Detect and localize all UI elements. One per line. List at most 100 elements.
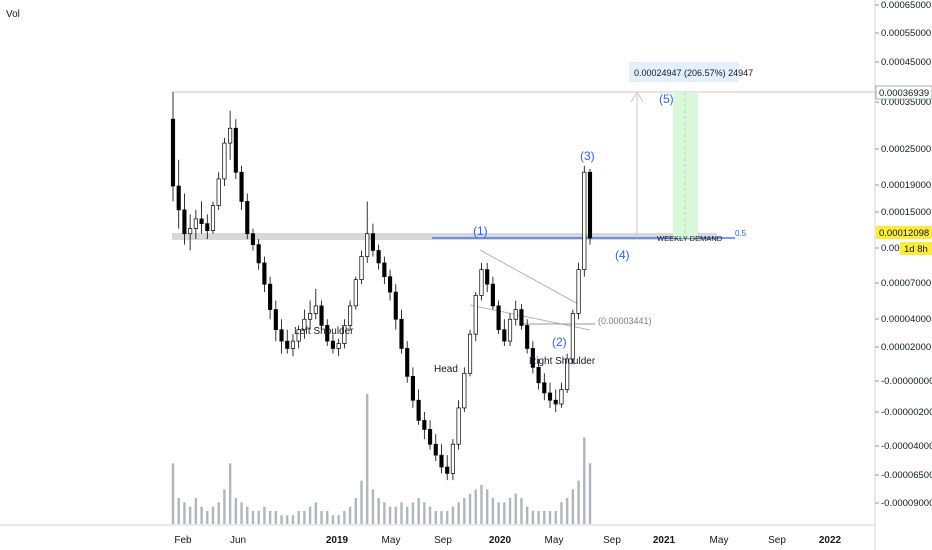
volume-bar [480, 485, 483, 524]
candles [170, 92, 593, 481]
candle [170, 92, 176, 202]
volume-bar [400, 502, 403, 524]
volume-bar [548, 511, 552, 524]
candle [445, 455, 450, 481]
candle-body [542, 382, 547, 394]
candle-body [439, 454, 444, 468]
candle-body [445, 466, 450, 474]
candle-body [262, 262, 267, 285]
time-axis[interactable]: Feb Jun 2019 May Sep 2020 May Sep 2021 May Sep 2022 [174, 535, 841, 546]
candle-body [422, 420, 427, 430]
candle-body [479, 269, 484, 296]
volume-bar [451, 506, 455, 524]
current-price-marker-text: 0.00012098 [879, 228, 929, 239]
candle-body [467, 333, 473, 374]
candle-body [353, 279, 358, 307]
volume-bar [303, 511, 306, 524]
candle [376, 244, 381, 270]
volume-bar [206, 511, 209, 524]
candle-body [519, 309, 524, 326]
volume-bar [514, 493, 517, 524]
volume-bar [508, 498, 512, 524]
volume-bar [560, 502, 563, 524]
candle [462, 367, 467, 412]
volume-bar [411, 502, 415, 524]
volume-bar [468, 493, 472, 524]
wave-label-2: (2) [552, 335, 567, 349]
candle [365, 201, 370, 263]
candle-body [456, 407, 461, 445]
candle [279, 319, 284, 354]
candle-body [285, 340, 290, 349]
candle [199, 201, 204, 234]
wave-label-4: (4) [615, 248, 630, 262]
candle-body [245, 201, 250, 235]
volume-bar [394, 506, 397, 524]
candle [530, 341, 535, 374]
candle-body [525, 325, 530, 349]
volume-bar [440, 511, 443, 524]
volume-bar [371, 489, 375, 524]
volume-bar [331, 515, 335, 524]
support-price-label: (0.00003441) [598, 316, 652, 326]
volume-bar [406, 506, 409, 524]
target-price-marker: 0.00036939 [875, 85, 932, 100]
candle [262, 256, 267, 293]
candle-body [228, 127, 233, 144]
measure-label-bg [629, 62, 739, 82]
candle [348, 300, 353, 330]
candle-body [302, 318, 307, 331]
candle-body [222, 142, 227, 180]
candle-body [239, 171, 244, 202]
candle [296, 325, 301, 349]
candle-body [193, 218, 198, 229]
volume-bar [565, 498, 569, 524]
price-tick-label: 0.00045000 [881, 57, 931, 68]
volume-bar [525, 506, 529, 524]
candle-body [388, 276, 393, 293]
candle [473, 292, 478, 342]
volume-bar [457, 502, 460, 524]
volume-bar [246, 506, 249, 524]
target-price-marker-bg [875, 85, 932, 100]
volume-bar [228, 463, 232, 524]
volume-bar [588, 463, 592, 524]
candle-body [210, 205, 216, 231]
candle [256, 239, 261, 270]
candle-body [530, 348, 535, 368]
candle [467, 329, 473, 377]
candle [336, 338, 341, 357]
volume-bar [543, 511, 546, 524]
candle-body [582, 171, 587, 270]
volume-bar [377, 498, 380, 524]
candle [393, 284, 398, 330]
candle-body [559, 389, 564, 405]
volume-label: Vol [6, 9, 20, 20]
volume-bar [200, 506, 203, 524]
candle [313, 288, 318, 320]
candle-body [290, 340, 296, 349]
volume-bar [194, 498, 198, 524]
candle [547, 382, 553, 408]
volume-bar [417, 498, 420, 524]
volume-bar [520, 498, 523, 524]
candle-body [370, 233, 375, 251]
right-shoulder-label: Right Shoulder [529, 356, 596, 367]
time-tick-label: Sep [768, 535, 786, 546]
volume-bar [263, 506, 266, 524]
candle-body [325, 325, 330, 342]
candle-body [365, 233, 370, 257]
candle [182, 193, 187, 245]
candle-body [565, 358, 570, 390]
candle [439, 444, 444, 474]
candle [587, 169, 593, 245]
candle [210, 201, 216, 234]
price-tick-label: 0.00055000 [881, 28, 931, 39]
candle-body [536, 367, 541, 384]
candle-body [570, 313, 575, 360]
candle [319, 300, 324, 330]
candle [193, 209, 198, 240]
plot-area[interactable] [0, 0, 875, 525]
volume-bar [577, 480, 580, 524]
